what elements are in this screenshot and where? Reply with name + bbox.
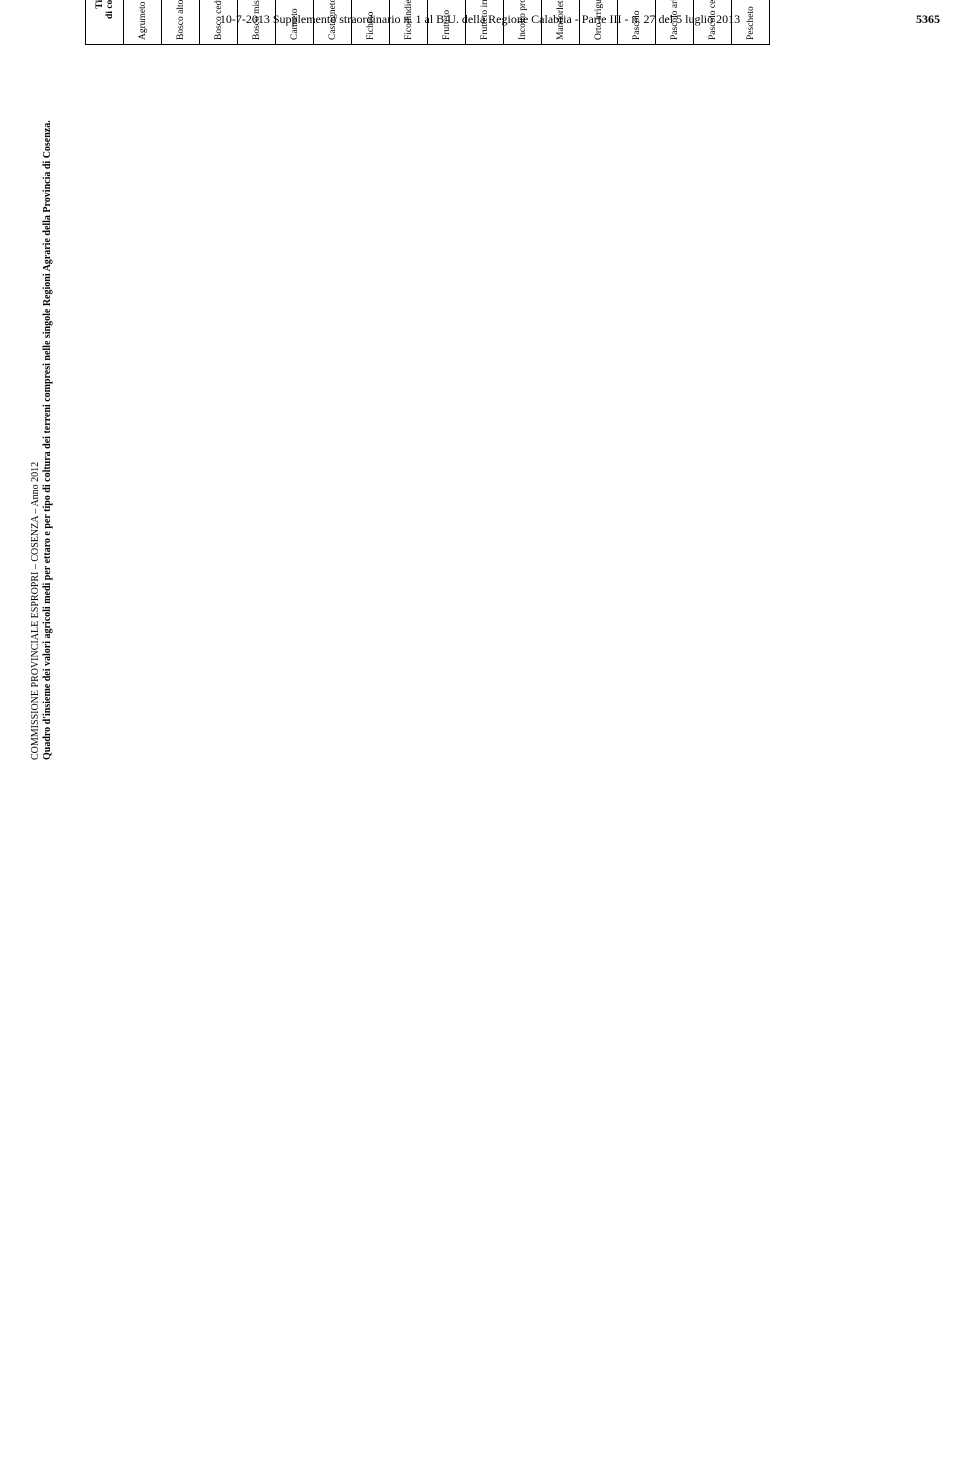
row-label: Bosco alto fusto xyxy=(162,0,200,45)
page-number: 5365 xyxy=(916,12,940,27)
table-row: Frutteto irriguo—24.895,9425.437,1630.95… xyxy=(466,0,504,45)
table-row: Canneto——————11.690,2712.880,94—————————… xyxy=(276,0,314,45)
row-label: Pascolo cespugliato xyxy=(694,0,732,45)
table-row: Bosco ceduo4.979,194.762,704.005,003.896… xyxy=(200,0,238,45)
vtitle-line2: Quadro d'insieme dei valori agricoli med… xyxy=(42,60,54,760)
table-row: Bosco alto fusto5.845,135.628,658.334,73… xyxy=(162,0,200,45)
table-row: Frutteto—13.313,9217.102,4317.427,1613.5… xyxy=(428,0,466,45)
row-label: Bosco ceduo xyxy=(200,0,238,45)
row-label: Agrumeto xyxy=(124,0,162,45)
table-row: Pascolo3.463,783.896,765.628,654.113,244… xyxy=(618,0,656,45)
row-label: Ficheto xyxy=(352,0,390,45)
row-label: Frutteto xyxy=(428,0,466,45)
table-row: Pascolo arb.5.412,166.494,595.845,134.97… xyxy=(656,0,694,45)
row-label: Incolto produttivo xyxy=(504,0,542,45)
row-label: Castagneto da frutto xyxy=(314,0,352,45)
table-row: Orto irriguo22.514,5917.535,4018.617,832… xyxy=(580,0,618,45)
table-row: Pescheto——————————44.812,6944.812,6944.8… xyxy=(732,0,770,45)
col-header-tipo: Tipodi coltura xyxy=(86,0,124,45)
row-label: Ficodindieto xyxy=(390,0,428,45)
table-row: Mandorleto——————————————15.695,27———— xyxy=(542,0,580,45)
row-label: Bosco misto xyxy=(238,0,276,45)
table-row: Incolto produttivo——2.056,62—2.056,622.0… xyxy=(504,0,542,45)
table-row: Ficheto8.334,739.525,4010.499,5911.798,5… xyxy=(352,0,390,45)
row-label: Pescheto xyxy=(732,0,770,45)
data-table-wrap: Tipodi colturaR.A.N. 1R.A.N. 2R.A.N. 3R.… xyxy=(85,0,770,45)
table-row: Pascolo cespugliato3.463,783.896,763.463… xyxy=(694,0,732,45)
row-label: Frutteto irriguo xyxy=(466,0,504,45)
row-label: Orto irriguo xyxy=(580,0,618,45)
row-label: Pascolo xyxy=(618,0,656,45)
row-label: Pascolo arb. xyxy=(656,0,694,45)
data-table: Tipodi colturaR.A.N. 1R.A.N. 2R.A.N. 3R.… xyxy=(85,0,770,45)
vertical-title: COMMISSIONE PROVINCIALE ESPROPRI – COSEN… xyxy=(30,60,54,760)
table-row: Ficodindieto——————5.736,895.303,92——————… xyxy=(390,0,428,45)
row-label: Canneto xyxy=(276,0,314,45)
vtitle-line1: COMMISSIONE PROVINCIALE ESPROPRI – COSEN… xyxy=(30,60,42,760)
row-label: Mandorleto xyxy=(542,0,580,45)
table-row: Agrumeto———————61.373,9041.457,15—43.405… xyxy=(124,0,162,45)
table-row: Castagneto da frutto8.226,489.092,436.38… xyxy=(314,0,352,45)
table-row: Bosco misto———5.845,13—7.252,30——6.927,5… xyxy=(238,0,276,45)
